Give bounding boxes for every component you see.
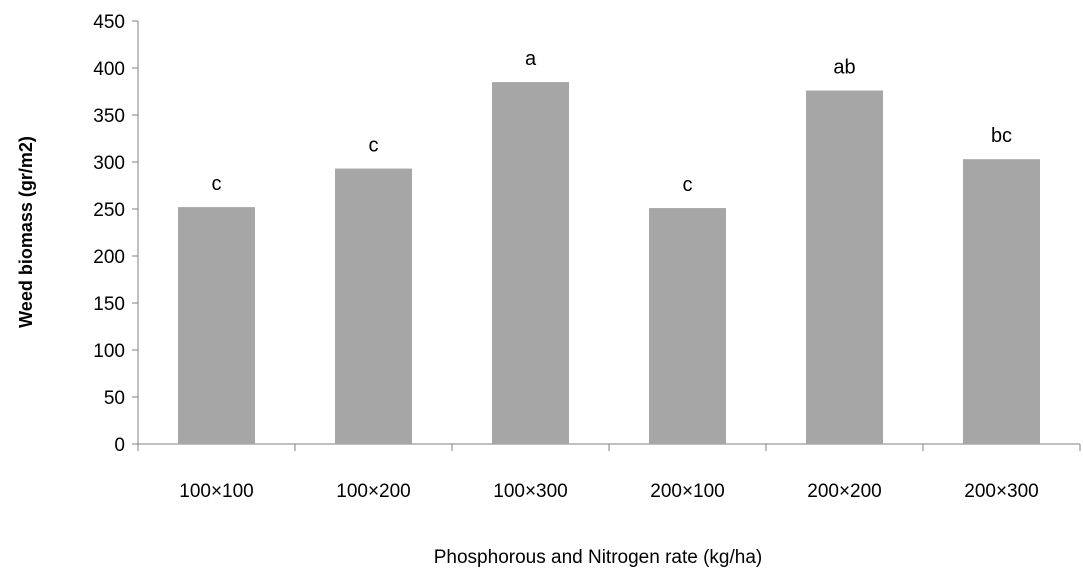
y-tick-label: 200 [93,247,125,268]
y-tick-label: 50 [104,388,125,409]
y-tick-label: 300 [93,153,125,174]
x-tick-label: 200×100 [650,481,725,502]
x-tick-label: 100×100 [179,481,254,502]
x-tick-label: 200×300 [964,481,1039,502]
category-labels: 100×100 100×200 100×300 200×100 200×200 200×3… [179,481,1039,502]
x-tick-label: 100×300 [493,481,568,502]
x-tick-label: 100×200 [336,481,411,502]
y-tick-label: 100 [93,341,125,362]
x-axis-title: Phosphorous and Nitrogen rate (kg/ha) [434,547,762,568]
significance-label: c [683,174,693,196]
bar [806,90,883,444]
bar [178,207,255,444]
x-tick-label: 200×200 [807,481,882,502]
significance-label: c [212,173,222,195]
significance-labels: c c a c ab bc [212,48,1013,196]
significance-label: ab [833,57,855,79]
bar [492,82,569,444]
x-axis [137,443,1081,451]
bars [178,82,1040,444]
y-tick-label: 450 [93,12,125,33]
significance-label: bc [991,125,1012,147]
y-tick-label: 400 [93,59,125,80]
significance-label: c [369,135,379,157]
y-axis-title: Weed biomass (gr/m2) [16,136,36,328]
bar [335,168,412,444]
y-axis: 0 50 100 150 200 250 300 350 400 450 [93,12,139,456]
y-tick-label: 250 [93,200,125,221]
bar [963,159,1040,444]
y-tick-label: 0 [114,435,125,456]
y-tick-label: 350 [93,106,125,127]
significance-label: a [525,48,537,70]
y-tick-label: 150 [93,294,125,315]
bar [649,208,726,444]
